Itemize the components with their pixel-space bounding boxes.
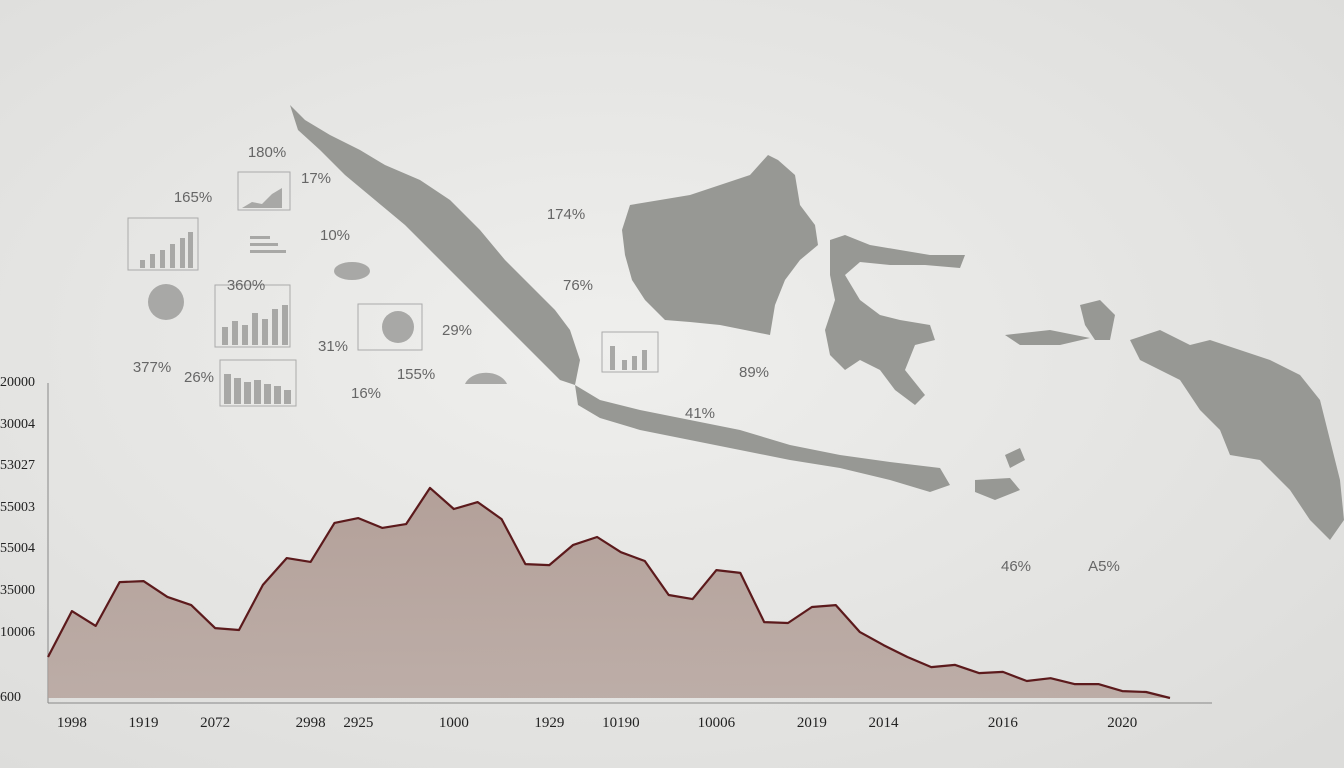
x-tick-label: 10006 bbox=[698, 715, 736, 731]
icon-frame bbox=[214, 284, 291, 348]
x-tick-label: 10190 bbox=[602, 715, 640, 731]
decor-icons bbox=[127, 171, 659, 407]
icon-frame bbox=[357, 303, 423, 351]
annotation: 31% bbox=[318, 338, 348, 355]
y-tick-label: 600 bbox=[0, 690, 21, 705]
annotation: 377% bbox=[133, 359, 171, 376]
annotation: 41% bbox=[685, 405, 715, 422]
annotation: A5% bbox=[1088, 558, 1120, 575]
annotation: 360% bbox=[227, 277, 265, 294]
y-tick-label: 55004 bbox=[0, 541, 35, 556]
x-tick-label: 1919 bbox=[128, 715, 158, 731]
icon-bars bbox=[610, 346, 647, 370]
icon-pie bbox=[334, 262, 370, 280]
island-sulawesi bbox=[825, 235, 965, 405]
icon-pie bbox=[148, 284, 184, 320]
annotation: 89% bbox=[739, 364, 769, 381]
icon-hbars bbox=[250, 236, 286, 253]
island-papua bbox=[1130, 330, 1344, 540]
line bbox=[47, 486, 1171, 700]
annotation: 180% bbox=[248, 144, 286, 161]
icon-area bbox=[242, 188, 282, 208]
x-tick-label: 1000 bbox=[439, 715, 469, 731]
icon-frame bbox=[219, 359, 297, 407]
annotation: 46% bbox=[1001, 558, 1031, 575]
icon-frame bbox=[601, 331, 659, 373]
island-halmahera bbox=[975, 300, 1115, 500]
icon-pie bbox=[382, 311, 414, 343]
x-tick-label: 2019 bbox=[797, 715, 827, 731]
icon-bars bbox=[224, 374, 291, 404]
island-borneo bbox=[622, 155, 818, 335]
y-tick-label: 53027 bbox=[0, 458, 35, 473]
annotation: 76% bbox=[563, 277, 593, 294]
x-tick-label: 1998 bbox=[57, 715, 87, 731]
x-tick-label: 1929 bbox=[534, 715, 564, 731]
icon-bars bbox=[140, 232, 193, 268]
icon-gauge bbox=[465, 372, 507, 384]
annotation: 26% bbox=[184, 369, 214, 386]
y-tick-label: 35000 bbox=[0, 583, 35, 598]
icon-frame bbox=[237, 171, 291, 211]
annotation: 17% bbox=[301, 170, 331, 187]
x-tick-label: 2014 bbox=[869, 715, 900, 731]
map bbox=[290, 105, 1344, 540]
y-tick-label: 10006 bbox=[0, 625, 35, 640]
x-tick-label: 2072 bbox=[200, 715, 230, 731]
y-tick-label: 30004 bbox=[0, 417, 35, 432]
icon-frame bbox=[127, 217, 199, 271]
y-tick-label: 55003 bbox=[0, 500, 35, 515]
island-java bbox=[575, 385, 950, 492]
annotation: 10% bbox=[320, 227, 350, 244]
x-tick-label: 2020 bbox=[1107, 715, 1137, 731]
annotation: 155% bbox=[397, 366, 435, 383]
island-sumatra bbox=[290, 105, 580, 385]
y-tick-label: 20000 bbox=[0, 375, 35, 390]
annotation: 29% bbox=[442, 322, 472, 339]
x-tick-label: 2016 bbox=[988, 715, 1019, 731]
area bbox=[48, 487, 1170, 698]
annotation: 16% bbox=[351, 385, 381, 402]
annotation: 174% bbox=[547, 206, 585, 223]
x-tick-label: 2925 bbox=[343, 715, 373, 731]
annotation: 165% bbox=[174, 189, 212, 206]
x-tick-label: 2998 bbox=[296, 715, 326, 731]
icon-bars bbox=[222, 305, 288, 345]
